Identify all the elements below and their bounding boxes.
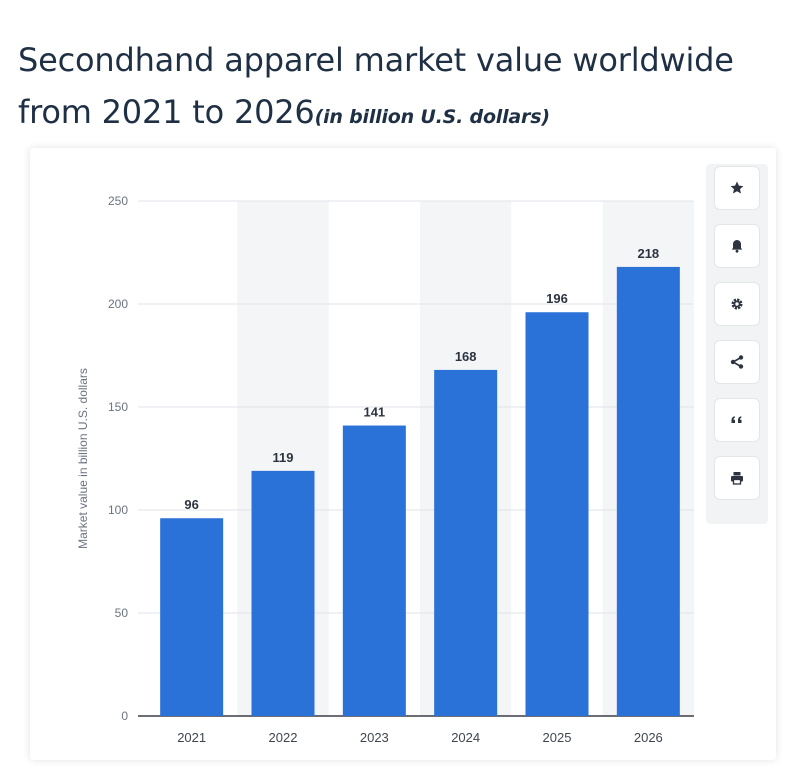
chart-title-main: Secondhand apparel market value worldwid… — [18, 41, 734, 131]
share-button[interactable] — [714, 340, 760, 384]
bar-2024 — [434, 369, 498, 716]
y-tick-label: 200 — [108, 297, 128, 311]
gear-icon — [731, 298, 743, 310]
notification-button[interactable] — [714, 224, 760, 268]
data-label: 218 — [637, 246, 659, 261]
chart-subtitle: (in billion U.S. dollars) — [314, 106, 550, 128]
y-tick-label: 150 — [108, 400, 128, 414]
bar-2025 — [525, 312, 589, 716]
bar-2022 — [251, 470, 315, 716]
cite-button[interactable] — [714, 398, 760, 442]
data-label: 168 — [455, 349, 477, 364]
data-label: 141 — [363, 405, 385, 420]
bar-chart: 0 50 100 150 200 250 Market value in billion U… — [76, 194, 694, 745]
share-icon — [730, 355, 744, 369]
data-label: 96 — [184, 497, 198, 512]
x-tick-label: 2026 — [634, 730, 663, 745]
x-tick-label: 2021 — [177, 730, 206, 745]
x-tick-label: 2022 — [269, 730, 298, 745]
y-tick-label: 0 — [121, 709, 128, 723]
chart-toolbar — [706, 164, 768, 524]
bell-icon — [731, 240, 743, 253]
bar-2023 — [342, 425, 406, 716]
print-icon — [731, 472, 743, 485]
y-tick-label: 100 — [108, 503, 128, 517]
x-tick-label: 2023 — [360, 730, 389, 745]
y-tick-label: 250 — [108, 194, 128, 208]
chart-title: Secondhand apparel market value worldwid… — [18, 34, 788, 143]
data-label: 196 — [546, 291, 568, 306]
settings-button[interactable] — [714, 282, 760, 326]
x-tick-label: 2024 — [451, 730, 480, 745]
print-button[interactable] — [714, 456, 760, 500]
chart-card: 0 50 100 150 200 250 Market value in billion U… — [30, 148, 776, 760]
y-tick-label: 50 — [115, 606, 129, 620]
x-tick-label: 2025 — [543, 730, 572, 745]
y-axis-label: Market value in billion U.S. dollars — [76, 368, 90, 549]
favorite-button[interactable] — [714, 166, 760, 210]
data-label: 119 — [273, 450, 294, 465]
quote-icon — [731, 416, 742, 423]
bar-2021 — [160, 518, 224, 716]
star-icon — [730, 181, 744, 194]
bar-2026 — [616, 266, 680, 716]
